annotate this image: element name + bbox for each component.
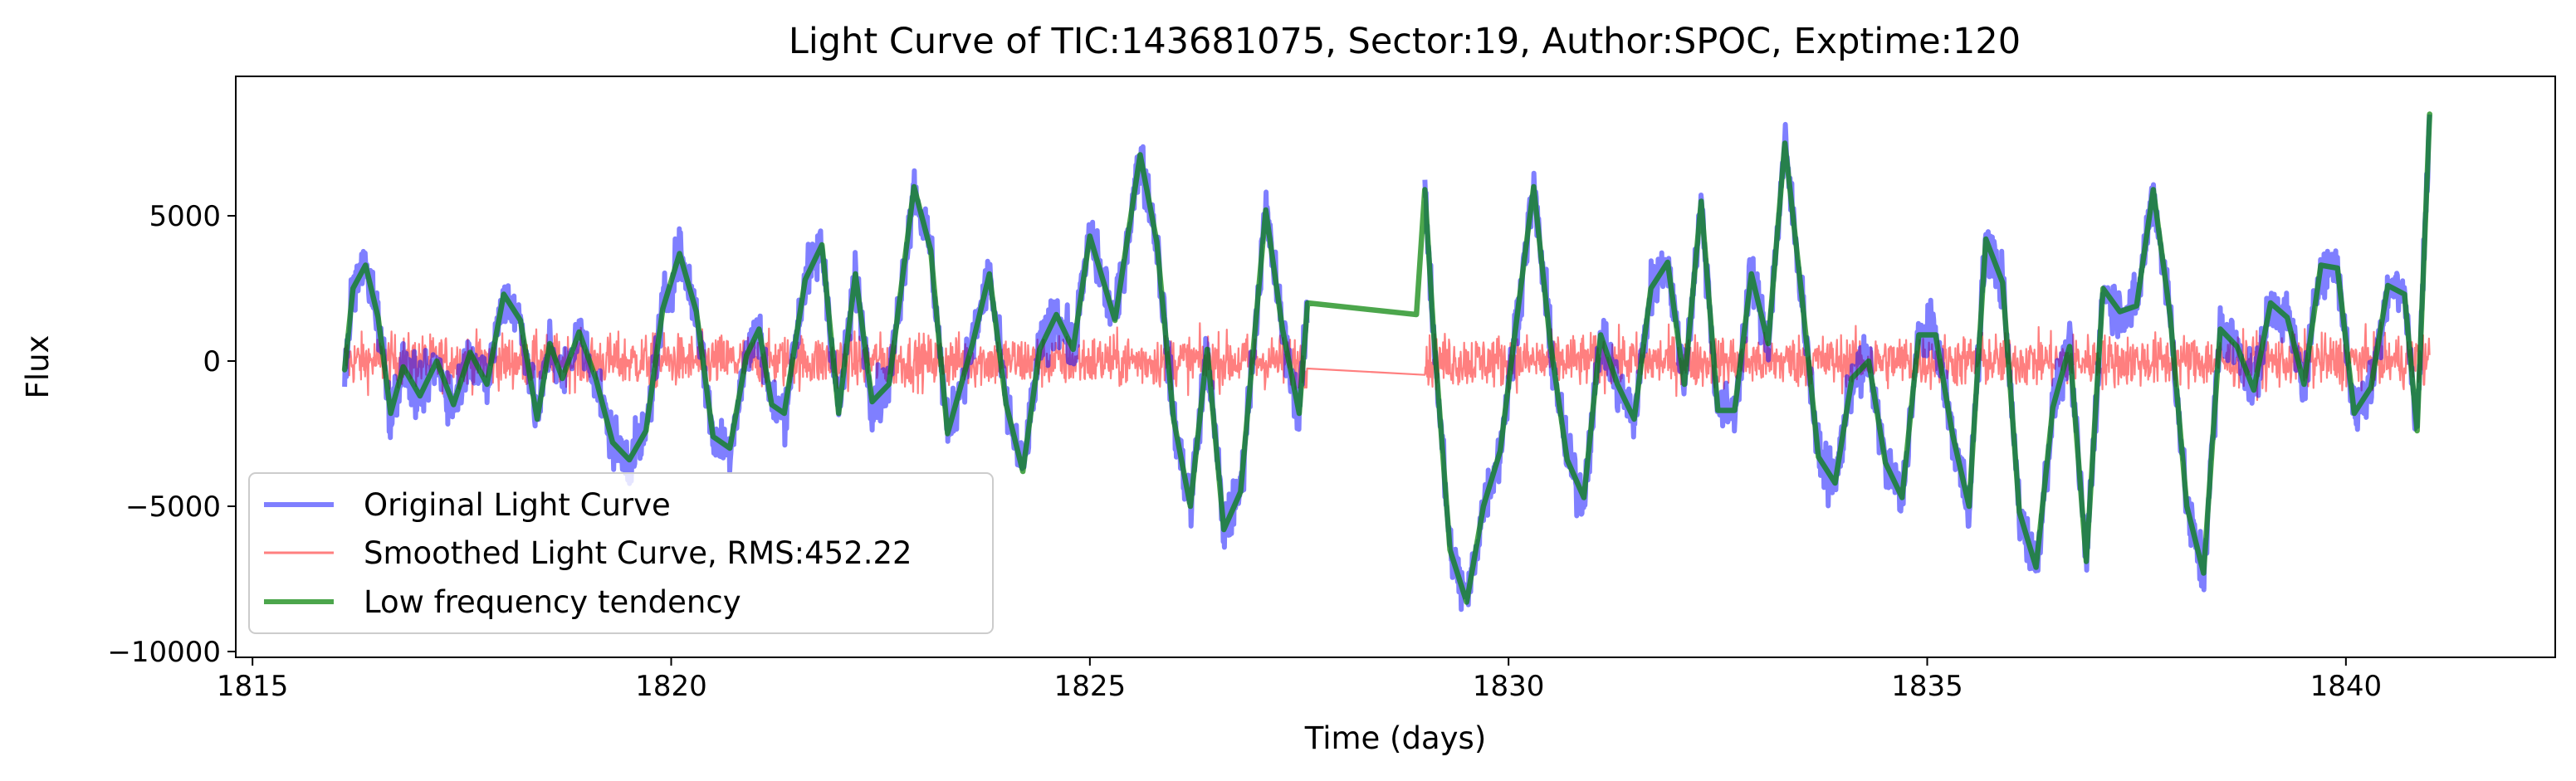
x-tick-label: 1830: [1473, 670, 1545, 703]
y-axis: −10000 −5000 0 5000: [107, 200, 236, 669]
legend: Original Light Curve Smoothed Light Curv…: [248, 472, 994, 634]
legend-label-smoothed: Smoothed Light Curve, RMS:452.22: [364, 535, 912, 571]
x-tick-label: 1835: [1891, 670, 1963, 703]
legend-label-tendency: Low frequency tendency: [364, 584, 741, 620]
plot-area: [341, 111, 2432, 613]
legend-label-original: Original Light Curve: [364, 487, 671, 523]
x-tick-label: 1825: [1054, 670, 1127, 703]
x-tick-label: 1840: [2310, 670, 2383, 703]
x-tick-label: 1820: [635, 670, 707, 703]
x-axis: 1815 1820 1825 1830 1835 1840: [217, 657, 2382, 703]
chart-title: Light Curve of TIC:143681075, Sector:19,…: [789, 21, 2021, 62]
x-axis-label: Time (days): [1304, 720, 1487, 756]
plot-frame: [235, 76, 2556, 658]
y-tick-label: −5000: [125, 491, 221, 524]
y-tick-label: −10000: [107, 636, 221, 669]
y-tick-label: 0: [203, 345, 221, 378]
series-tendency-line: [341, 111, 2432, 605]
y-axis-label: Flux: [20, 335, 56, 399]
legend-box: [248, 472, 994, 634]
series-smoothed-line: [344, 321, 2431, 402]
x-tick-label: 1815: [217, 670, 289, 703]
y-tick-label: 5000: [149, 200, 221, 233]
